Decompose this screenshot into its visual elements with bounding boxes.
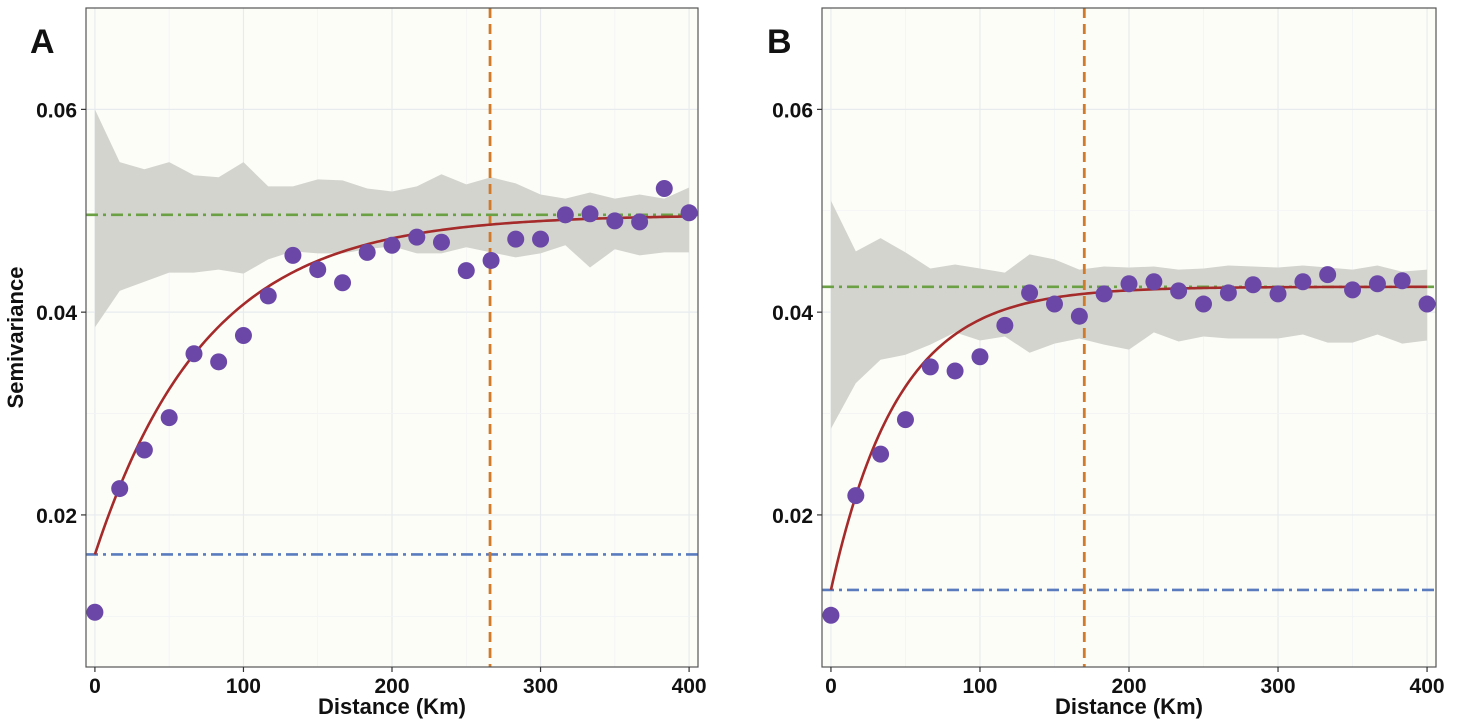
x-tick-label: 0	[825, 675, 837, 698]
data-point	[1269, 285, 1287, 303]
data-point	[284, 246, 302, 264]
data-point	[1294, 273, 1312, 291]
data-point	[606, 212, 624, 230]
data-point	[210, 353, 228, 371]
data-point	[872, 445, 890, 463]
y-axis-title: Semivariance	[3, 267, 28, 409]
data-point	[135, 441, 153, 459]
x-tick-label: 0	[89, 675, 101, 698]
y-tick-label: 0.06	[772, 99, 813, 122]
data-point	[111, 480, 129, 498]
data-point	[432, 233, 450, 251]
data-point	[1145, 273, 1163, 291]
x-axis-title: Distance (Km)	[1055, 694, 1203, 719]
data-point	[1195, 295, 1213, 313]
x-tick-label: 400	[672, 675, 707, 698]
y-tick-label: 0.04	[36, 302, 77, 325]
data-point	[1095, 285, 1113, 303]
data-point	[921, 358, 939, 376]
data-point	[680, 204, 698, 222]
data-point	[1045, 295, 1063, 313]
data-point	[971, 348, 989, 366]
data-point	[334, 274, 352, 292]
data-point	[234, 326, 252, 344]
data-point	[1219, 284, 1237, 302]
data-point	[556, 206, 574, 224]
data-point	[631, 213, 649, 231]
panel-label: B	[767, 23, 792, 61]
data-point	[1344, 281, 1362, 299]
data-point	[482, 251, 500, 269]
x-tick-label: 100	[962, 675, 997, 698]
data-point	[185, 345, 203, 363]
data-point	[1170, 282, 1188, 300]
x-axis-title: Distance (Km)	[318, 694, 466, 719]
data-point	[1070, 307, 1088, 325]
x-tick-label: 400	[1410, 675, 1445, 698]
simulation-envelope	[94, 109, 690, 328]
x-tick-label: 100	[226, 675, 261, 698]
data-point	[946, 362, 964, 380]
data-point	[1021, 284, 1039, 302]
data-point	[1120, 275, 1138, 293]
y-tick-label: 0.02	[772, 505, 813, 528]
y-tick-label: 0.04	[772, 302, 813, 325]
data-point	[532, 230, 550, 248]
data-point	[1418, 295, 1436, 313]
data-point	[160, 409, 178, 427]
y-tick-label: 0.06	[36, 99, 77, 122]
data-point	[383, 236, 401, 254]
panel-label: A	[30, 23, 55, 61]
panel-b: 0 100 200 300 400 0.02 0.04 0.06 Distance (Km) B	[767, 7, 1445, 719]
data-point	[896, 411, 914, 429]
data-point	[847, 487, 865, 505]
data-point	[822, 606, 840, 624]
data-point	[358, 243, 376, 261]
simulation-envelope	[830, 200, 1428, 429]
x-tick-label: 300	[523, 675, 558, 698]
data-point	[1319, 266, 1337, 284]
data-point	[507, 230, 525, 248]
x-tick-label: 200	[1111, 675, 1146, 698]
data-point	[457, 262, 475, 280]
data-point	[996, 316, 1014, 334]
data-point	[581, 205, 599, 223]
y-tick-label: 0.02	[36, 505, 77, 528]
x-tick-label: 300	[1261, 675, 1296, 698]
panel-a: 0 100 200 300 400 0.02 0.04 0.06 Distance (Km) Se…	[3, 7, 707, 719]
data-point	[655, 179, 673, 197]
data-point	[309, 261, 327, 279]
data-point	[408, 228, 426, 246]
x-tick-label: 200	[374, 675, 409, 698]
data-point	[259, 287, 277, 305]
data-point	[1393, 272, 1411, 290]
data-point	[1244, 276, 1262, 294]
data-point	[86, 603, 104, 621]
data-point	[1368, 275, 1386, 293]
